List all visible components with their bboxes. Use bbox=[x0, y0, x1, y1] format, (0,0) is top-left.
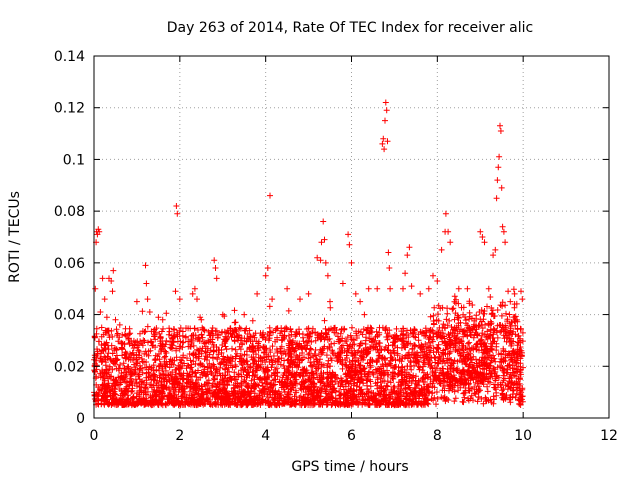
y-tick-label: 0.02 bbox=[54, 359, 85, 375]
x-tick-label: 6 bbox=[347, 428, 356, 444]
y-tick-label: 0.14 bbox=[54, 49, 85, 65]
y-axis-label: ROTI / TECUs bbox=[7, 191, 23, 283]
x-tick-label: 4 bbox=[261, 428, 270, 444]
axis-ticks bbox=[93, 55, 610, 419]
x-tick-label: 8 bbox=[433, 428, 442, 444]
x-tick-labels: 0 2 4 6 8 10 12 bbox=[90, 428, 618, 444]
y-tick-label: 0.04 bbox=[54, 308, 85, 324]
roti-points bbox=[91, 99, 526, 409]
y-tick-labels: 0 0.02 0.04 0.06 0.08 0.1 0.12 0.14 bbox=[54, 49, 85, 427]
grid-lines bbox=[94, 56, 609, 418]
y-tick-label: 0.08 bbox=[54, 204, 85, 220]
y-tick-label: 0.1 bbox=[63, 152, 85, 168]
y-tick-label: 0.06 bbox=[54, 256, 85, 272]
data-points bbox=[91, 99, 526, 409]
chart-title: Day 263 of 2014, Rate Of TEC Index for r… bbox=[167, 20, 533, 36]
x-tick-label: 2 bbox=[175, 428, 184, 444]
x-tick-label: 12 bbox=[600, 428, 618, 444]
y-tick-label: 0 bbox=[76, 411, 85, 427]
x-tick-label: 10 bbox=[514, 428, 532, 444]
x-axis-label: GPS time / hours bbox=[291, 459, 408, 475]
y-tick-label: 0.12 bbox=[54, 101, 85, 117]
x-tick-label: 0 bbox=[90, 428, 99, 444]
